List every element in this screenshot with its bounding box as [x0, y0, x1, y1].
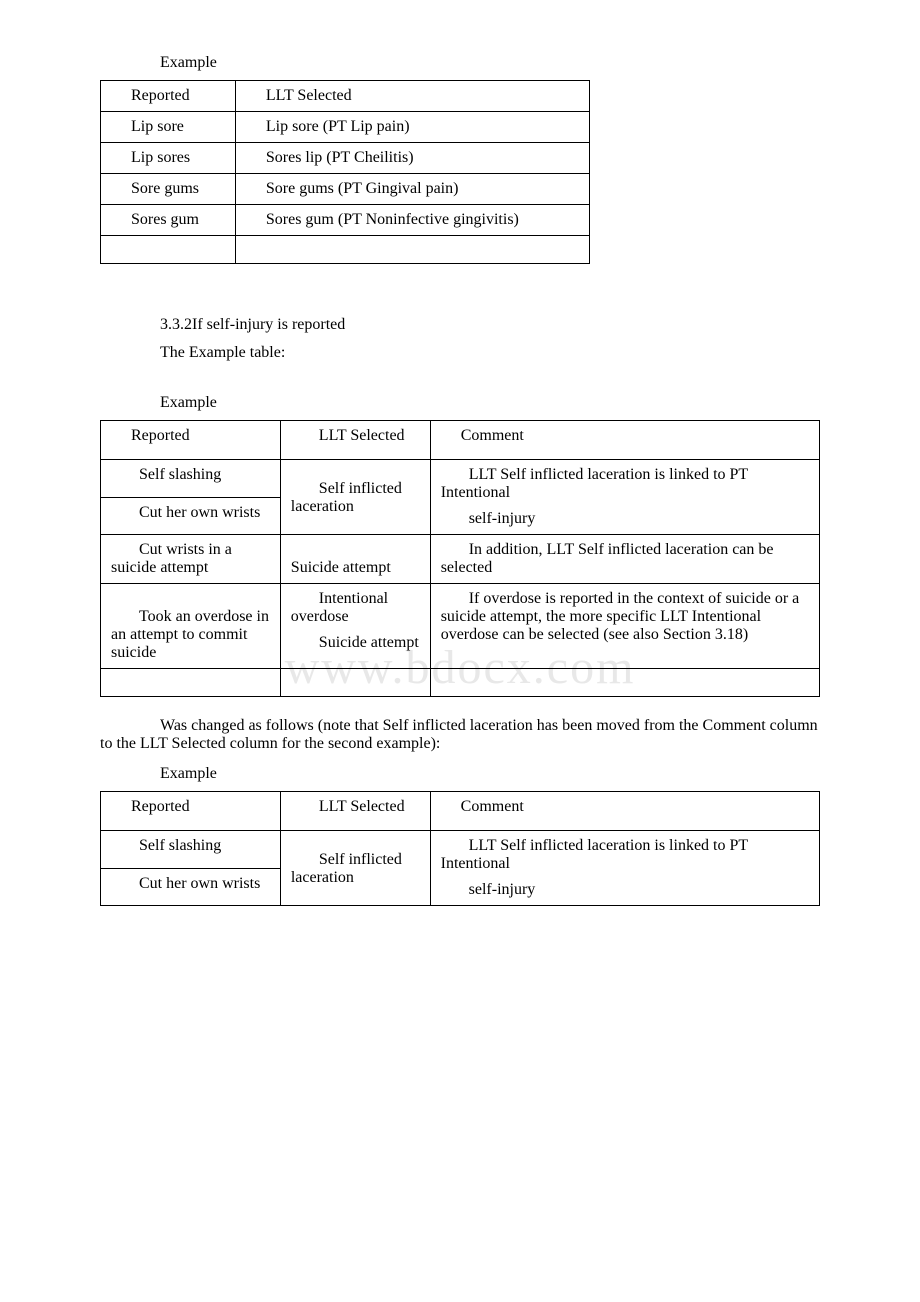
table-cell: Lip sore (PT Lip pain) [235, 112, 589, 143]
table-cell: Lip sores [101, 143, 236, 174]
table-row: Lip sore Lip sore (PT Lip pain) [101, 112, 590, 143]
table-row: Self slashing Self inflicted laceration … [101, 831, 820, 869]
table-cell: Cut her own wrists [101, 497, 281, 535]
table-cell-merged: LLT Self inflicted laceration is linked … [430, 460, 819, 535]
table-row: Cut wrists in a suicide attempt Suicide … [101, 535, 820, 584]
table3-header-llt: LLT Selected [280, 792, 430, 831]
table-row: Sore gums Sore gums (PT Gingival pain) [101, 174, 590, 205]
table-cell-empty [430, 669, 819, 697]
table2-caption: Example [160, 394, 820, 412]
table2-header-reported: Reported [101, 421, 281, 460]
table3-header-reported: Reported [101, 792, 281, 831]
table-cell: Intentional overdose Suicide attempt [280, 584, 430, 669]
table-cell: If overdose is reported in the context o… [430, 584, 819, 669]
table-cell: Suicide attempt [280, 535, 430, 584]
table-cell: Sores lip (PT Cheilitis) [235, 143, 589, 174]
table-row-empty [101, 236, 590, 264]
table3-header-comment: Comment [430, 792, 819, 831]
table-cell: Self slashing [101, 831, 281, 869]
table3: Reported LLT Selected Comment Self slash… [100, 791, 820, 906]
transition-text: Was changed as follows (note that Self i… [100, 717, 820, 753]
table2-header-llt: LLT Selected [280, 421, 430, 460]
table-cell: Self slashing [101, 460, 281, 498]
table-cell: Sore gums [101, 174, 236, 205]
table-cell: Took an overdose in an attempt to commit… [101, 584, 281, 669]
table-cell-merged: LLT Self inflicted laceration is linked … [430, 831, 819, 906]
table-cell: Sores gum [101, 205, 236, 236]
table-cell-merged: Self inflicted laceration [280, 831, 430, 906]
table-cell-merged: Self inflicted laceration [280, 460, 430, 535]
table3-caption: Example [160, 765, 820, 783]
table-header-row: Reported LLT Selected Comment [101, 421, 820, 460]
table-header-row: Reported LLT Selected Comment [101, 792, 820, 831]
table-cell: Cut her own wrists [101, 868, 281, 906]
table-cell: Lip sore [101, 112, 236, 143]
table1-header-llt: LLT Selected [235, 81, 589, 112]
table-row: Sores gum Sores gum (PT Noninfective gin… [101, 205, 590, 236]
table-cell: In addition, LLT Self inflicted lacerati… [430, 535, 819, 584]
table-row-empty [101, 669, 820, 697]
table2-intro: The Example table: [160, 344, 820, 362]
table2: Reported LLT Selected Comment Self slash… [100, 420, 820, 697]
table-header-row: Reported LLT Selected [101, 81, 590, 112]
table-cell: Sore gums (PT Gingival pain) [235, 174, 589, 205]
table-cell-empty [235, 236, 589, 264]
table-cell-empty [280, 669, 430, 697]
table-cell-empty [101, 669, 281, 697]
table1: Reported LLT Selected Lip sore Lip sore … [100, 80, 590, 264]
table-row: Took an overdose in an attempt to commit… [101, 584, 820, 669]
table-cell: Sores gum (PT Noninfective gingivitis) [235, 205, 589, 236]
table-row: Self slashing Self inflicted laceration … [101, 460, 820, 498]
table1-header-reported: Reported [101, 81, 236, 112]
document-content: Example Reported LLT Selected Lip sore L… [100, 54, 820, 906]
table2-header-comment: Comment [430, 421, 819, 460]
table-cell: Cut wrists in a suicide attempt [101, 535, 281, 584]
section-heading: 3.3.2If self-injury is reported [160, 316, 820, 334]
table-cell-empty [101, 236, 236, 264]
table1-caption: Example [160, 54, 820, 72]
table-row: Lip sores Sores lip (PT Cheilitis) [101, 143, 590, 174]
